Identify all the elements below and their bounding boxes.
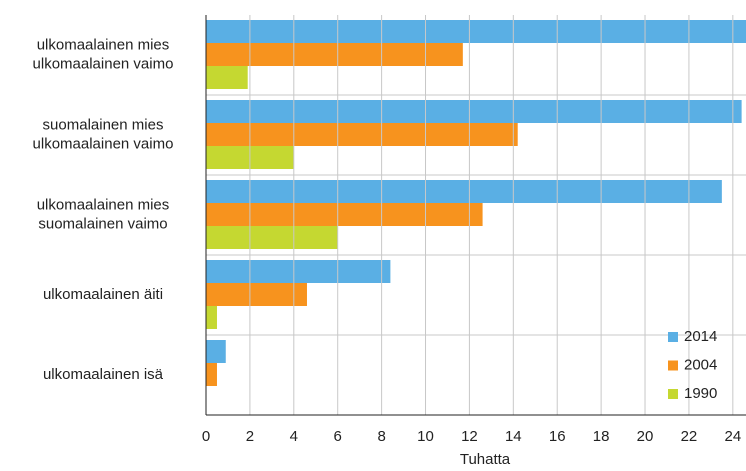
bar [206,283,307,306]
x-tick-label: 14 [505,428,522,445]
y-tick-label: ulkomaalainen vaimo [33,135,174,152]
bar [206,363,217,386]
x-tick-label: 24 [724,428,741,445]
bar [206,306,217,329]
x-tick-label: 18 [593,428,610,445]
bar [206,340,226,363]
x-tick-label: 10 [417,428,434,445]
y-tick-label: ulkomaalainen äiti [43,286,163,303]
bar [206,100,742,123]
bar [206,43,463,66]
x-axis-label: Tuhatta [460,451,511,466]
x-tick-label: 4 [290,428,298,445]
plot [206,20,746,386]
y-tick-label: ulkomaalainen isä [43,366,164,383]
legend-swatch [668,389,678,399]
y-tick-label: suomalainen mies [43,116,164,133]
legend-label: 2004 [684,356,717,373]
x-tick-label: 22 [681,428,698,445]
bar [206,20,746,43]
y-tick-label: suomalainen vaimo [38,215,167,232]
x-tick-label: 2 [246,428,254,445]
bar [206,203,483,226]
y-tick-label: ulkomaalainen vaimo [33,55,174,72]
legend-swatch [668,360,678,371]
bar [206,180,722,203]
x-tick-label: 20 [637,428,654,445]
bar [206,226,338,249]
legend-label: 1990 [684,385,717,402]
x-tick-label: 12 [461,428,478,445]
bar [206,123,518,146]
x-tick-label: 8 [377,428,385,445]
legend-label: 2014 [684,328,717,345]
legend-swatch [668,332,678,342]
y-tick-label: ulkomaalainen mies [37,196,170,213]
bar [206,66,248,89]
y-tick-label: ulkomaalainen mies [37,36,170,53]
x-tick-label: 0 [202,428,210,445]
bar [206,260,391,283]
x-tick-label: 6 [334,428,342,445]
x-tick-label: 16 [549,428,566,445]
